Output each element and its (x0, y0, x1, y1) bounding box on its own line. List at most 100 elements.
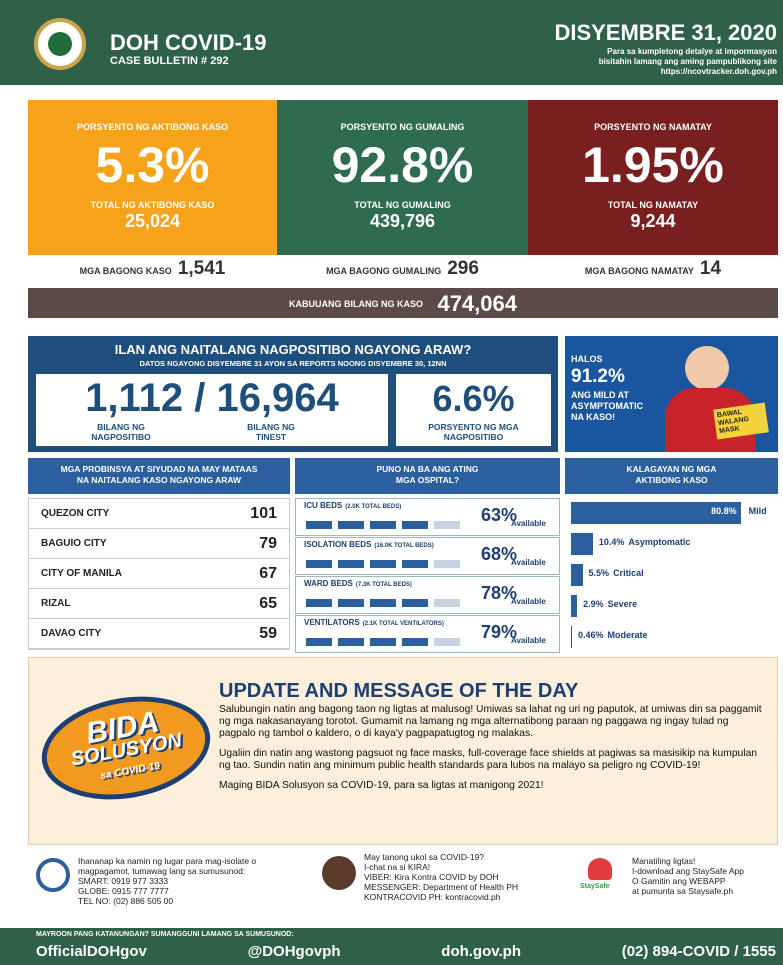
bed-icon (402, 521, 428, 529)
positivity-title: ILAN ANG NAITALANG NAGPOSITIBO NGAYONG A… (28, 342, 558, 357)
paragraph: Salubungin natin ang bagong taon ng ligt… (219, 704, 764, 740)
positivity-panel: ILAN ANG NAITALANG NAGPOSITIBO NGAYONG A… (28, 336, 558, 452)
bed-icon (306, 599, 332, 607)
summary-card: PORSYENTO NG GUMALING 92.8% TOTAL NG GUMAL… (277, 100, 528, 255)
logo-inner (48, 32, 72, 56)
status-percent: 2.9% (583, 599, 604, 609)
new-value: 14 (700, 258, 721, 279)
hospital-label: ICU BEDS(2.0K TOTAL BEDS) (304, 501, 401, 510)
logo (34, 18, 86, 70)
contact-line: TEL NO: (02) 886 505 00 (78, 896, 256, 906)
contact-line: magpagamot, tumawag lang sa sumusunod: (78, 866, 256, 876)
contact-line: MESSENGER: Department of Health PH (364, 882, 518, 892)
paragraph: Ugaliin din natin ang wastong pagsuot ng… (219, 748, 764, 772)
bed-icon (338, 521, 364, 529)
card-total: 439,796 (277, 211, 528, 232)
province-name: CITY OF MANILA (41, 568, 122, 579)
positivity-subtitle: DATOS NGAYONG DISYEMBRE 31 AYON SA REPOR… (28, 359, 558, 368)
contact-line: VIBER: Kira Kontra COVID by DOH (364, 872, 518, 882)
heading-line: NA NAITALANG KASO NGAYONG ARAW (28, 475, 290, 486)
doh-icon (36, 858, 70, 892)
contact-line: I-chat na si KIRA! (364, 862, 518, 872)
contact-line: May tanong ukol sa COVID-19? (364, 852, 518, 862)
header: DOH COVID-19 CASE BULLETIN # 292 DISYEMB… (0, 0, 783, 85)
bed-icon (306, 638, 332, 646)
contact-line: Manatiling ligtas! (632, 856, 744, 866)
bed-icon (306, 521, 332, 529)
bed-icon (370, 521, 396, 529)
status-row: 10.4%Asymptomatic (565, 529, 778, 560)
tested-label: BILANG NG TINEST (236, 422, 306, 442)
heading-line: AKTIBONG KASO (565, 475, 778, 486)
new-label: MGA BAGONG KASO (80, 266, 172, 276)
update-box: BIDASOLUSYONsa COVID-19 UPDATE AND MESSA… (28, 657, 778, 845)
status-label: 0.46%Moderate (578, 630, 648, 640)
bed-icon (338, 599, 364, 607)
heading-line: PUNO NA BA ANG ATING (295, 464, 560, 475)
province-name: QUEZON CITY (41, 508, 109, 519)
slash: / (194, 376, 205, 420)
new-label: MGA BAGONG NAMATAY (585, 266, 694, 276)
footer-link: (02) 894-COVID / 1555 (622, 943, 776, 960)
province-count: 59 (259, 625, 277, 643)
rate: 6.6% (396, 378, 551, 420)
staysafe-label: StaySafe (580, 883, 610, 890)
note-line: https://ncovtracker.doh.gov.ph (599, 67, 777, 77)
status-label: 10.4%Asymptomatic (599, 537, 691, 547)
status-row: 5.5%Critical (565, 560, 778, 591)
rate-box: 6.6% PORSYENTO NG MGA NAGPOSITIBO (396, 374, 551, 446)
contact-line: Ihananap ka namin ng lugar para mag-isol… (78, 856, 256, 866)
count-box: 1,112 / 16,964 BILANG NG NAGPOSITIBO BIL… (36, 374, 388, 446)
contact-isolate: Ihananap ka namin ng lugar para mag-isol… (78, 856, 256, 906)
footer-intro: MAYROON PANG KATANUNGAN? SUMANGGUNI LAMA… (36, 931, 294, 938)
status-name: Mild (749, 506, 767, 516)
hospital-row: ISOLATION BEDS(16.0K TOTAL BEDS)68%Avail… (295, 537, 560, 575)
total-value: 474,064 (437, 291, 517, 316)
status-label: 80.8%Mild (571, 506, 737, 516)
contact-line: at pumunta sa Staysafe.ph (632, 886, 744, 896)
total-bar: KABUUANG BILANG NG KASO 474,064 (28, 288, 778, 318)
card-percent: 92.8% (277, 136, 528, 194)
bed-icon (338, 638, 364, 646)
update-text: Salubungin natin ang bagong taon ng ligt… (219, 704, 764, 800)
hospitals-list: ICU BEDS(2.0K TOTAL BEDS)63%AvailableISO… (295, 498, 560, 654)
hospital-row: VENTILATORS(2.1K TOTAL VENTILATORS)79%Av… (295, 615, 560, 653)
status-row: 0.46%Moderate (565, 622, 778, 653)
card-heading: PORSYENTO NG GUMALING (277, 122, 528, 132)
card-total-label: TOTAL NG GUMALING (277, 200, 528, 210)
bed-icon (402, 560, 428, 568)
hospital-name: ICU BEDS (304, 501, 342, 510)
new-value: 296 (447, 258, 479, 279)
summary-card: PORSYENTO NG NAMATAY1.95%TOTAL NG NAMATA… (528, 100, 778, 255)
title: DOH COVID-19 (110, 30, 266, 56)
card-total: 25,024 (28, 211, 277, 232)
status-row: 80.8%Mild (565, 498, 778, 529)
footer-link: OfficialDOHgov (36, 943, 147, 960)
hospital-name: WARD BEDS (304, 579, 353, 588)
footer-link: doh.gov.ph (441, 943, 521, 960)
bed-icon (370, 560, 396, 568)
province-count: 79 (259, 535, 277, 553)
contact-line: I-download ang StaySafe App (632, 866, 744, 876)
bed-icon (434, 560, 460, 568)
hospital-note: (2.0K TOTAL BEDS) (345, 504, 401, 510)
card-total-label: TOTAL NG AKTIBONG KASO (28, 200, 277, 210)
available-label: Available (511, 558, 546, 567)
bulletin-number: CASE BULLETIN # 292 (110, 55, 229, 67)
hospital-label: WARD BEDS(7.3K TOTAL BEDS) (304, 579, 412, 588)
bed-icon (370, 599, 396, 607)
staysafe-icon (588, 858, 612, 880)
contact-staysafe: Manatiling ligtas!I-download ang StaySaf… (632, 856, 744, 896)
